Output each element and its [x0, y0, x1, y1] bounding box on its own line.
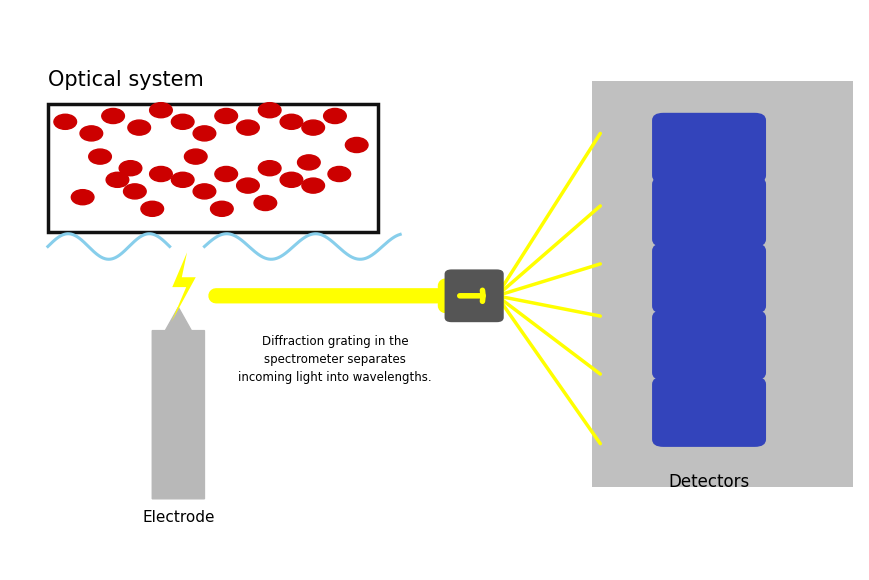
FancyBboxPatch shape [652, 176, 765, 247]
Circle shape [71, 190, 94, 205]
Polygon shape [171, 252, 196, 322]
Circle shape [210, 201, 233, 216]
FancyBboxPatch shape [652, 113, 765, 183]
Circle shape [280, 114, 302, 129]
Circle shape [302, 120, 324, 135]
Circle shape [193, 184, 216, 199]
Text: Optical system: Optical system [48, 70, 203, 89]
Text: Detectors: Detectors [667, 473, 749, 491]
Circle shape [128, 120, 150, 135]
Circle shape [141, 201, 163, 216]
Text: Electrode: Electrode [142, 510, 215, 525]
Bar [48, 104, 378, 232]
FancyBboxPatch shape [444, 269, 503, 322]
Circle shape [280, 172, 302, 187]
Circle shape [236, 120, 259, 135]
Circle shape [236, 178, 259, 193]
FancyBboxPatch shape [652, 310, 765, 380]
Circle shape [345, 137, 368, 153]
Circle shape [149, 103, 172, 118]
Polygon shape [152, 307, 204, 499]
Circle shape [89, 149, 111, 164]
Circle shape [106, 172, 129, 187]
FancyBboxPatch shape [652, 377, 765, 447]
Circle shape [102, 108, 124, 124]
Circle shape [302, 178, 324, 193]
Circle shape [171, 114, 194, 129]
Circle shape [215, 166, 237, 182]
Bar [591, 81, 852, 487]
Circle shape [123, 184, 146, 199]
Circle shape [54, 114, 76, 129]
Circle shape [258, 161, 281, 176]
Circle shape [193, 126, 216, 141]
Circle shape [297, 155, 320, 170]
Circle shape [254, 195, 276, 211]
Circle shape [323, 108, 346, 124]
Circle shape [80, 126, 103, 141]
Circle shape [149, 166, 172, 182]
Circle shape [171, 172, 194, 187]
Circle shape [184, 149, 207, 164]
Circle shape [215, 108, 237, 124]
Circle shape [258, 103, 281, 118]
Circle shape [119, 161, 142, 176]
Circle shape [328, 166, 350, 182]
FancyBboxPatch shape [652, 244, 765, 313]
Text: Diffraction grating in the
spectrometer separates
incoming light into wavelength: Diffraction grating in the spectrometer … [238, 335, 431, 384]
